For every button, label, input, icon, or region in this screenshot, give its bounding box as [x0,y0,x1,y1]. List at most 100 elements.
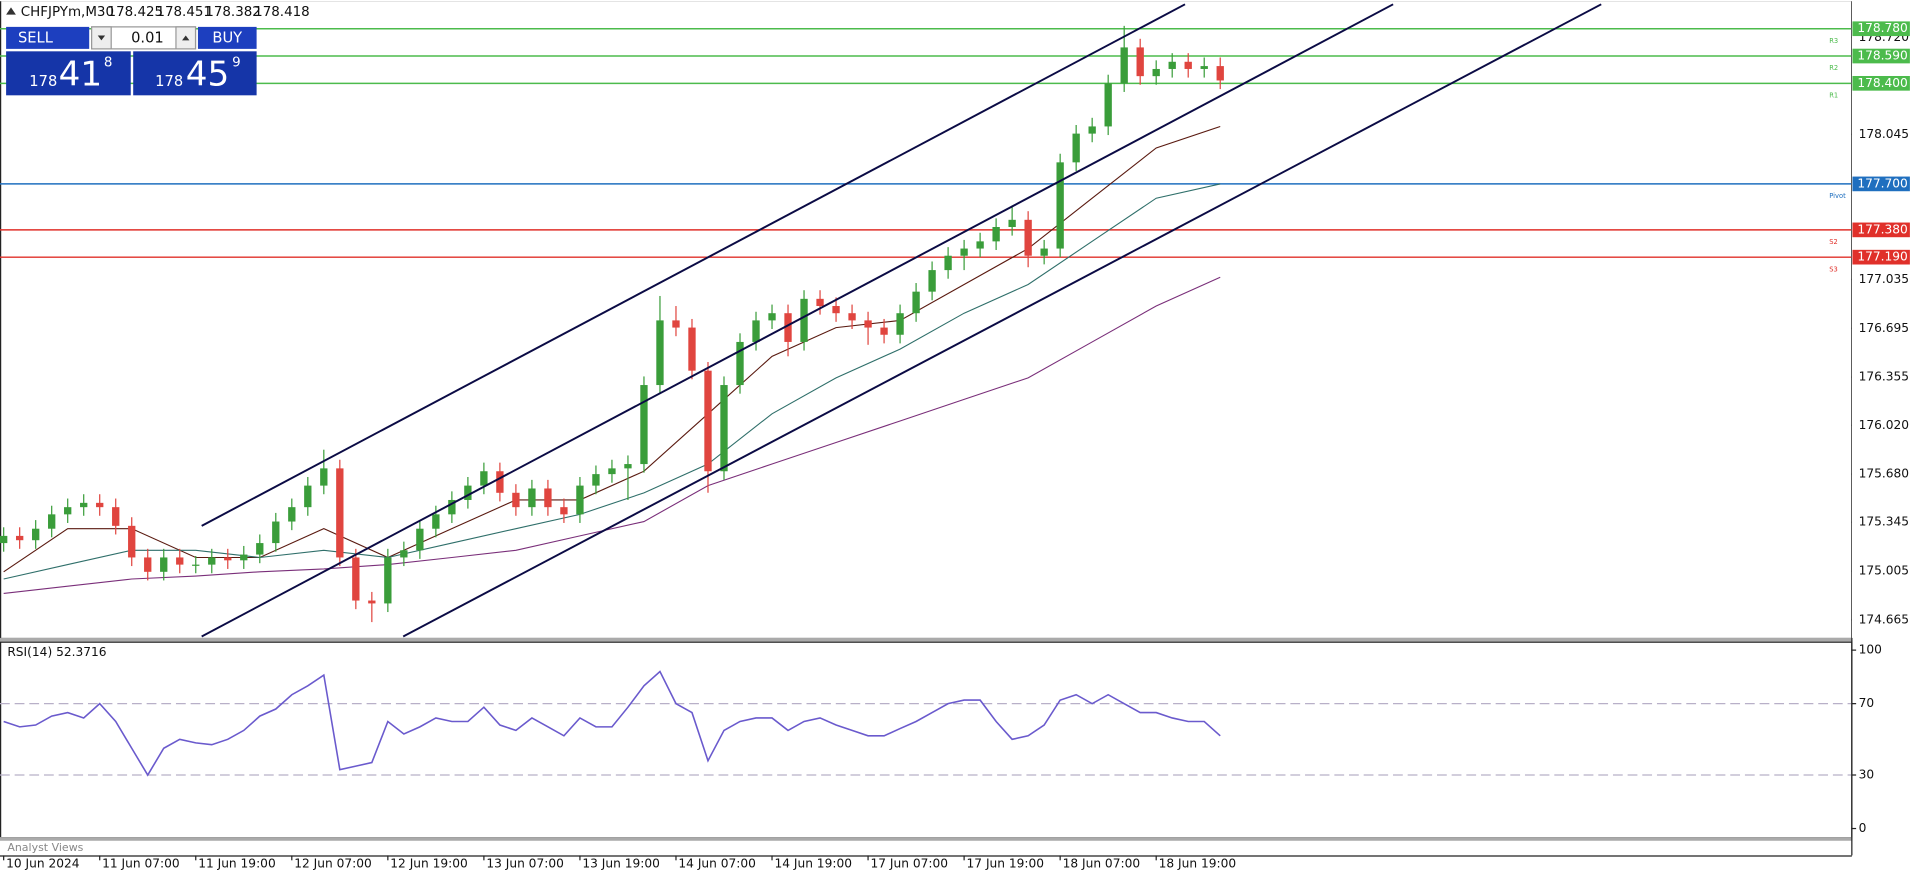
bid-small: 8 [104,55,113,70]
rsi-line [3,670,1221,777]
y-tick-label: 176.695 [1859,321,1909,335]
candle-body [496,471,504,493]
x-tick-label: 13 Jun 07:00 [486,856,564,870]
candle-body [736,341,744,386]
candle-body [512,492,520,508]
candle-body [896,313,904,335]
candle-body [608,468,616,475]
candle-body [432,514,440,529]
rsi-tick-label: 0 [1859,821,1867,835]
volume[interactable]: 0.01 [131,29,164,46]
buy-button[interactable] [197,26,257,49]
ask-main: 45 [186,54,230,94]
sell-label[interactable]: SELL [18,29,54,46]
channel-line [201,3,1394,638]
bid-box[interactable] [6,51,131,96]
footer-tab[interactable]: Analyst Views [7,841,83,854]
moving-average [3,125,1221,573]
candle-body [560,507,568,515]
sell-button[interactable] [6,26,90,49]
candle-body [720,385,728,472]
candle-body [1056,162,1064,249]
candle-body [480,471,488,486]
axis-mask [1851,0,1916,638]
candle-body [832,306,840,314]
candle-body [864,320,872,328]
x-tick-label: 11 Jun 07:00 [102,856,180,870]
candle-body [672,320,680,328]
level-label: 178.590 [1857,49,1907,63]
candle-body [1136,47,1144,77]
overlay-layer: CHFJPYm,M30 SELL 0.01 BUY 178 41 8 178 4… [6,5,310,854]
candle-body [928,270,936,292]
candle-body [464,485,472,500]
level-name: S2 [1829,238,1838,246]
level-name: R3 [1829,37,1838,45]
candle-body [768,313,776,321]
quote-value: 178.382 [205,5,261,20]
candle-body [112,507,120,526]
x-tick-label: 17 Jun 07:00 [871,856,949,870]
y-tick-label: 175.345 [1859,515,1909,529]
level-tag [1852,75,1910,91]
candle-body [576,485,584,515]
candle-body [96,502,104,508]
candle-body [272,521,280,544]
level-name: R1 [1829,92,1838,100]
rsi-tick-label: 70 [1859,696,1875,710]
candle-body [320,468,328,486]
y-tick-label: 176.355 [1859,370,1909,384]
candle-body [1072,133,1080,163]
x-tick-label: 18 Jun 07:00 [1063,856,1141,870]
candle-body [352,557,360,601]
candle-body [128,525,136,558]
candle-body [176,557,184,565]
quote-value: 178.451 [156,5,212,20]
x-tick-label: 12 Jun 07:00 [294,856,372,870]
y-tick-label: 175.005 [1859,564,1909,578]
candle-body [1168,61,1176,69]
candle-body [1152,68,1160,77]
level-tag [1852,48,1910,64]
level-label: 178.400 [1857,76,1907,90]
candle-body [192,564,200,566]
up-arrow [182,35,190,41]
x-tick-label: 14 Jun 07:00 [678,856,756,870]
ask-big: 178 [155,73,183,90]
candle-body [640,385,648,465]
candle-body [800,298,808,342]
rsi-tick-label: 30 [1859,768,1875,782]
candle-body [704,370,712,472]
ask-box[interactable] [133,51,257,96]
moving-average [3,276,1221,594]
candle-body [16,535,24,541]
rsi-tick-label: 100 [1859,643,1882,657]
candle-body [448,499,456,515]
menu-icon[interactable] [6,7,16,15]
candle-body [1120,47,1128,84]
y-tick-label: 177.035 [1859,272,1909,286]
y-tick-label: 174.665 [1859,612,1909,626]
moving-average [3,183,1221,580]
candle-body [784,313,792,342]
candle-body [752,320,760,342]
rsi-title: RSI(14) 52.3716 [7,645,106,659]
x-tick-label: 18 Jun 19:00 [1159,856,1237,870]
level-name: R2 [1829,64,1838,72]
symbol: CHFJPYm,M30 [21,5,114,20]
buy-label[interactable]: BUY [212,29,242,46]
candle-body [0,535,8,544]
candle-body [240,554,248,561]
candle-body [1216,66,1224,81]
candle-body [1008,219,1016,228]
x-tick-label: 10 Jun 2024 [6,856,80,870]
level-label: 177.380 [1857,222,1907,236]
candle-body [816,298,824,307]
candle-body [48,514,56,529]
level-tag [1852,21,1910,37]
quote-value: 178.418 [254,5,310,20]
candle-body [848,313,856,321]
candle-body [624,464,632,469]
candle-body [592,474,600,486]
panel-separator [0,837,1853,841]
